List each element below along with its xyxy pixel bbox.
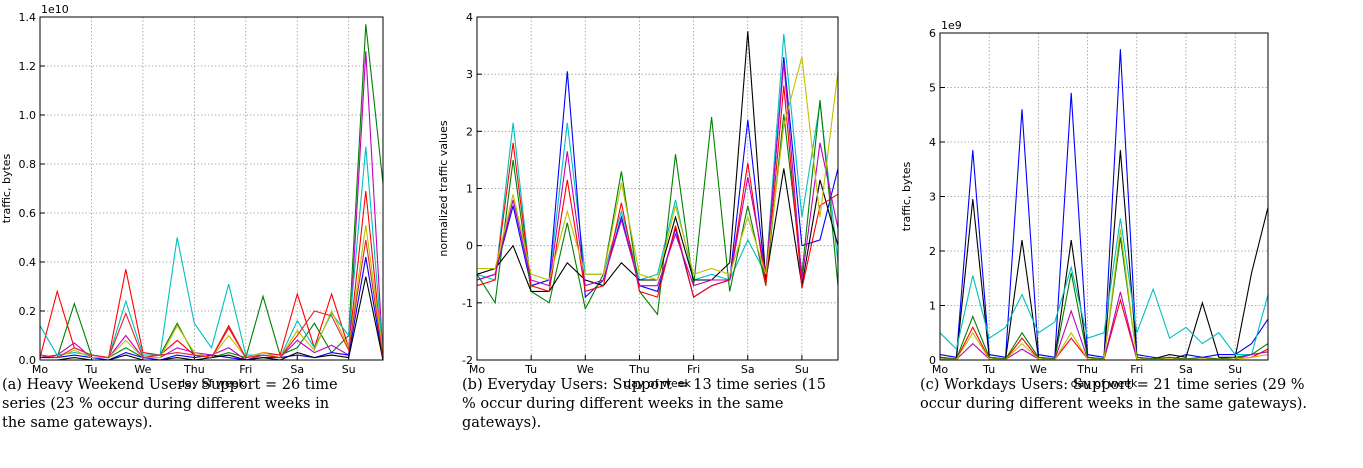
- x-tick-label: Sa: [290, 363, 304, 376]
- y-tick-label: 0.0: [19, 354, 37, 367]
- y-tick-label: 1.2: [19, 60, 37, 73]
- y-tick-label: 1.0: [19, 109, 37, 122]
- x-tick-label: Tu: [84, 363, 97, 376]
- y-tick-label: 4: [466, 11, 473, 24]
- y-tick-label: 0: [466, 240, 473, 253]
- y-tick-label: 1: [466, 183, 473, 196]
- x-tick-label: Tu: [982, 363, 995, 376]
- x-tick-label: Su: [795, 363, 809, 376]
- caption: (b) Everyday Users: Support = 13 time se…: [462, 377, 827, 431]
- offset-text: 1e9: [941, 19, 962, 32]
- axes-frame: [939, 32, 1269, 361]
- offset-text: 1e10: [41, 3, 69, 16]
- y-tick-label: -2: [462, 354, 473, 367]
- y-tick-label: 0.8: [19, 158, 37, 171]
- y-tick-label: 1.4: [19, 11, 37, 24]
- y-tick-label: 2: [466, 125, 473, 138]
- x-tick-label: Sa: [1179, 363, 1193, 376]
- axes-frame: [39, 16, 384, 361]
- x-tick-label: Su: [1228, 363, 1242, 376]
- data-line: [40, 257, 384, 361]
- data-line: [39, 239, 384, 359]
- y-tick-label: 3: [466, 68, 473, 81]
- data-line: [939, 237, 1269, 360]
- data-line: [476, 62, 839, 287]
- x-tick-label: We: [134, 363, 151, 376]
- y-tick-label: 0: [929, 354, 936, 367]
- x-tick-label: We: [577, 363, 594, 376]
- x-tick-label: Sa: [741, 363, 755, 376]
- caption: (a) Heavy Weekend Users: Support = 26 ti…: [2, 377, 338, 431]
- x-tick-label: Tu: [524, 363, 537, 376]
- y-tick-label: -1: [462, 297, 473, 310]
- y-tick-label: 0.4: [19, 256, 37, 269]
- x-axis-label: day of week: [178, 377, 245, 390]
- x-tick-label: Fri: [1130, 363, 1143, 376]
- x-tick-label: Fri: [239, 363, 252, 376]
- y-axis-label: traffic, bytes: [0, 153, 13, 223]
- data-line: [476, 85, 839, 298]
- y-axis-label: traffic, bytes: [900, 161, 913, 231]
- x-tick-label: Thu: [1076, 363, 1098, 376]
- data-line: [476, 56, 839, 299]
- y-tick-label: 0.2: [19, 305, 37, 318]
- data-line: [477, 56, 839, 281]
- data-line: [39, 190, 384, 361]
- y-axis-label: normalized traffic values: [437, 120, 450, 256]
- x-tick-label: Thu: [183, 363, 205, 376]
- y-tick-label: 6: [929, 27, 936, 40]
- data-line: [476, 34, 839, 287]
- axes-frame: [476, 16, 839, 361]
- y-tick-label: 0.6: [19, 207, 37, 220]
- x-tick-label: Mo: [32, 363, 48, 376]
- x-tick-label: Fri: [687, 363, 700, 376]
- y-tick-label: 4: [929, 136, 936, 149]
- y-tick-label: 5: [929, 82, 936, 95]
- x-tick-label: Mo: [932, 363, 948, 376]
- y-tick-label: 2: [929, 245, 936, 258]
- x-tick-label: Mo: [469, 363, 485, 376]
- data-line: [939, 229, 1269, 361]
- x-tick-label: We: [1030, 363, 1047, 376]
- y-tick-label: 3: [929, 191, 936, 204]
- x-axis-label: day of week: [1071, 377, 1138, 390]
- x-tick-label: Su: [342, 363, 356, 376]
- x-tick-label: Thu: [628, 363, 650, 376]
- x-axis-label: day of week: [624, 377, 691, 390]
- y-tick-label: 1: [929, 300, 936, 313]
- caption: (c) Workdays Users: Support = 21 time se…: [920, 377, 1308, 412]
- data-line: [939, 218, 1269, 356]
